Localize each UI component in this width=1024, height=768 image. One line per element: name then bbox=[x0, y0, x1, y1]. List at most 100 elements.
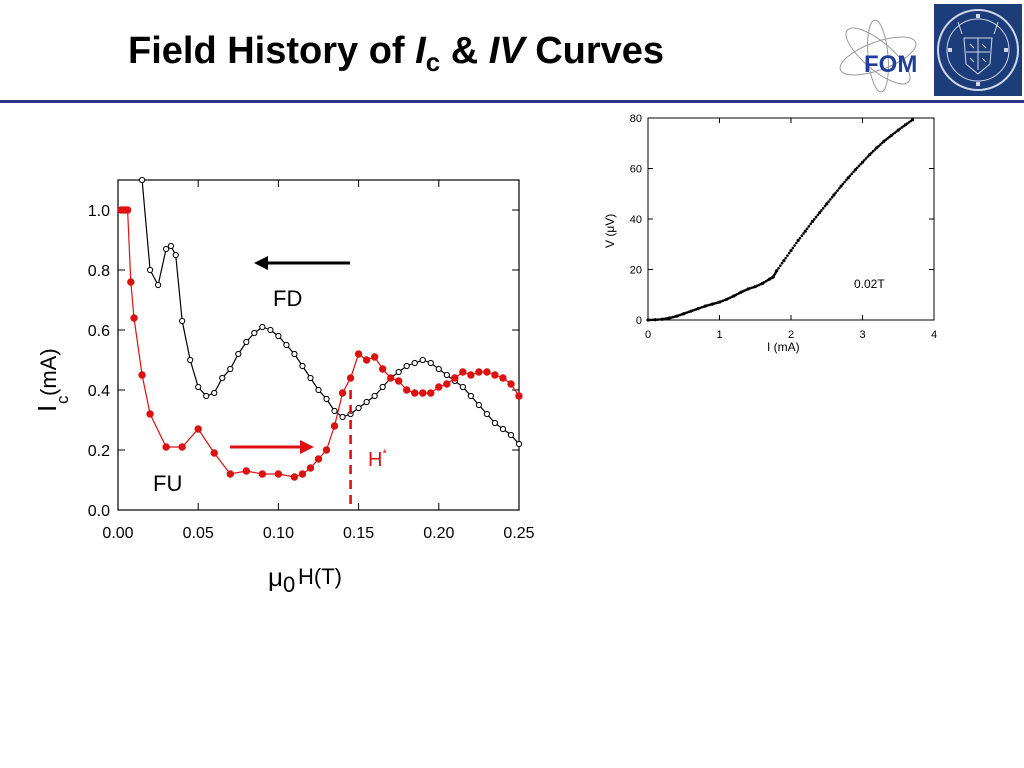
iv-data-point bbox=[818, 211, 822, 215]
iv-data-point-interp bbox=[871, 149, 875, 153]
iv-data-point-interp bbox=[864, 157, 868, 160]
ic-x-tick-label: 0.05 bbox=[183, 525, 214, 542]
fu-data-point bbox=[138, 371, 146, 379]
iv-data-point-interp bbox=[809, 222, 812, 226]
fd-data-point bbox=[187, 356, 194, 364]
iv-data-point-interp bbox=[857, 164, 861, 168]
title-ic-letter: I bbox=[415, 30, 426, 72]
fd-data-point bbox=[195, 383, 202, 391]
fu-data-point bbox=[362, 356, 371, 364]
title-text-start: Field History of bbox=[128, 30, 416, 72]
fu-data-point bbox=[507, 380, 515, 388]
fd-data-point bbox=[443, 371, 450, 379]
iv-data-point-interp bbox=[807, 225, 811, 228]
fd-data-point bbox=[467, 392, 474, 400]
iv-series-group bbox=[646, 118, 915, 322]
fu-data-point bbox=[411, 389, 419, 397]
title-underline-rule bbox=[0, 100, 1024, 103]
iv-data-point bbox=[860, 160, 865, 164]
iv-data-point bbox=[796, 238, 800, 243]
iv-data-point-interp bbox=[814, 215, 818, 219]
fd-label: FD bbox=[273, 286, 302, 311]
iv-data-point-interp bbox=[898, 127, 902, 131]
fu-data-point bbox=[395, 377, 403, 385]
fd-data-point bbox=[299, 362, 306, 370]
title-ampersand: & bbox=[440, 30, 489, 72]
fd-data-point bbox=[475, 401, 482, 409]
iv-y-tick-label: 40 bbox=[630, 214, 642, 226]
iv-data-point-interp bbox=[855, 166, 859, 170]
fu-data-point bbox=[306, 464, 315, 472]
fd-arrow-head bbox=[254, 256, 268, 270]
iv-data-point bbox=[832, 193, 836, 197]
iv-data-point-interp bbox=[866, 155, 870, 158]
iv-data-point-interp bbox=[829, 198, 832, 201]
fd-series-line bbox=[141, 179, 520, 445]
iv-y-tick-label: 80 bbox=[630, 113, 642, 125]
fu-data-point bbox=[354, 350, 363, 358]
fd-data-point bbox=[203, 392, 210, 400]
fu-data-point bbox=[194, 425, 202, 433]
iv-data-point-interp bbox=[798, 236, 802, 240]
iv-x-tick-label: 3 bbox=[859, 329, 865, 341]
iv-data-point-interp bbox=[852, 170, 855, 174]
fu-data-point bbox=[515, 392, 523, 400]
fu-data-point bbox=[127, 278, 135, 286]
iv-x-tick-label: 4 bbox=[931, 329, 937, 341]
ic-ylabel-subscript: c bbox=[53, 395, 72, 404]
ic-x-tick-label: 0.10 bbox=[263, 525, 294, 542]
iv-plot-frame bbox=[647, 117, 935, 321]
ic-x-tick-label: 0.00 bbox=[102, 525, 133, 542]
fd-data-point bbox=[163, 245, 170, 253]
fd-data-point bbox=[243, 338, 250, 346]
iv-data-point-interp bbox=[859, 162, 863, 166]
fu-data-point bbox=[258, 470, 267, 478]
fd-data-point bbox=[235, 350, 242, 358]
title-ic-subscript: c bbox=[425, 47, 441, 77]
ic-xlabel-mu: μ bbox=[268, 562, 283, 592]
fu-data-point bbox=[338, 389, 347, 397]
ic-axis-group: 0.00 0.05 0.10 0.15 0.20 0.25 0.0 0.2 0.4 0.6 0.8 1… bbox=[88, 179, 535, 542]
fu-data-point bbox=[330, 422, 339, 430]
fd-data-point bbox=[307, 374, 314, 382]
iv-data-point-interp bbox=[837, 187, 841, 190]
iv-data-point-interp bbox=[877, 144, 880, 148]
fd-data-point bbox=[138, 176, 146, 184]
fu-data-point bbox=[226, 470, 234, 478]
fu-data-point bbox=[467, 371, 475, 379]
fd-data-point bbox=[499, 425, 507, 433]
ic-series-group bbox=[117, 176, 523, 481]
fu-data-point bbox=[443, 380, 451, 388]
iv-data-point-interp bbox=[886, 137, 889, 140]
fu-data-point bbox=[459, 368, 467, 376]
fd-data-point bbox=[435, 365, 442, 373]
fd-data-point bbox=[363, 398, 370, 406]
ic-field-chart: 0.00 0.05 0.10 0.15 0.20 0.25 0.0 0.2 0.4 0.6 0.8 1… bbox=[32, 176, 535, 597]
fu-data-point bbox=[322, 446, 331, 454]
fd-data-point bbox=[507, 431, 515, 439]
fu-data-point bbox=[386, 374, 395, 382]
iv-data-point-interp bbox=[870, 151, 873, 155]
ic-xlabel-subscript: 0 bbox=[283, 572, 295, 597]
fu-data-point bbox=[435, 383, 443, 391]
fd-data-point bbox=[339, 413, 346, 421]
title-ic-symbol: I bbox=[415, 30, 426, 72]
iv-data-point-interp bbox=[848, 174, 852, 178]
iv-data-point-interp bbox=[823, 204, 827, 208]
fd-data-point bbox=[403, 362, 410, 370]
fd-data-point bbox=[379, 383, 386, 391]
iv-data-point-interp bbox=[841, 182, 845, 186]
fd-data-point bbox=[172, 251, 179, 259]
fd-data-point bbox=[275, 332, 282, 340]
iv-data-point bbox=[782, 259, 786, 263]
hstar-superscript: * bbox=[382, 448, 387, 460]
fu-data-point bbox=[123, 206, 132, 214]
fd-data-point bbox=[323, 395, 330, 403]
fu-data-point bbox=[298, 470, 307, 478]
iv-x-tick-label: 0 bbox=[645, 329, 651, 341]
iv-ylabel: V (μV) bbox=[603, 214, 617, 248]
hstar-letter: H bbox=[368, 449, 382, 471]
fd-data-point bbox=[179, 317, 186, 325]
iv-data-point-interp bbox=[843, 180, 846, 184]
